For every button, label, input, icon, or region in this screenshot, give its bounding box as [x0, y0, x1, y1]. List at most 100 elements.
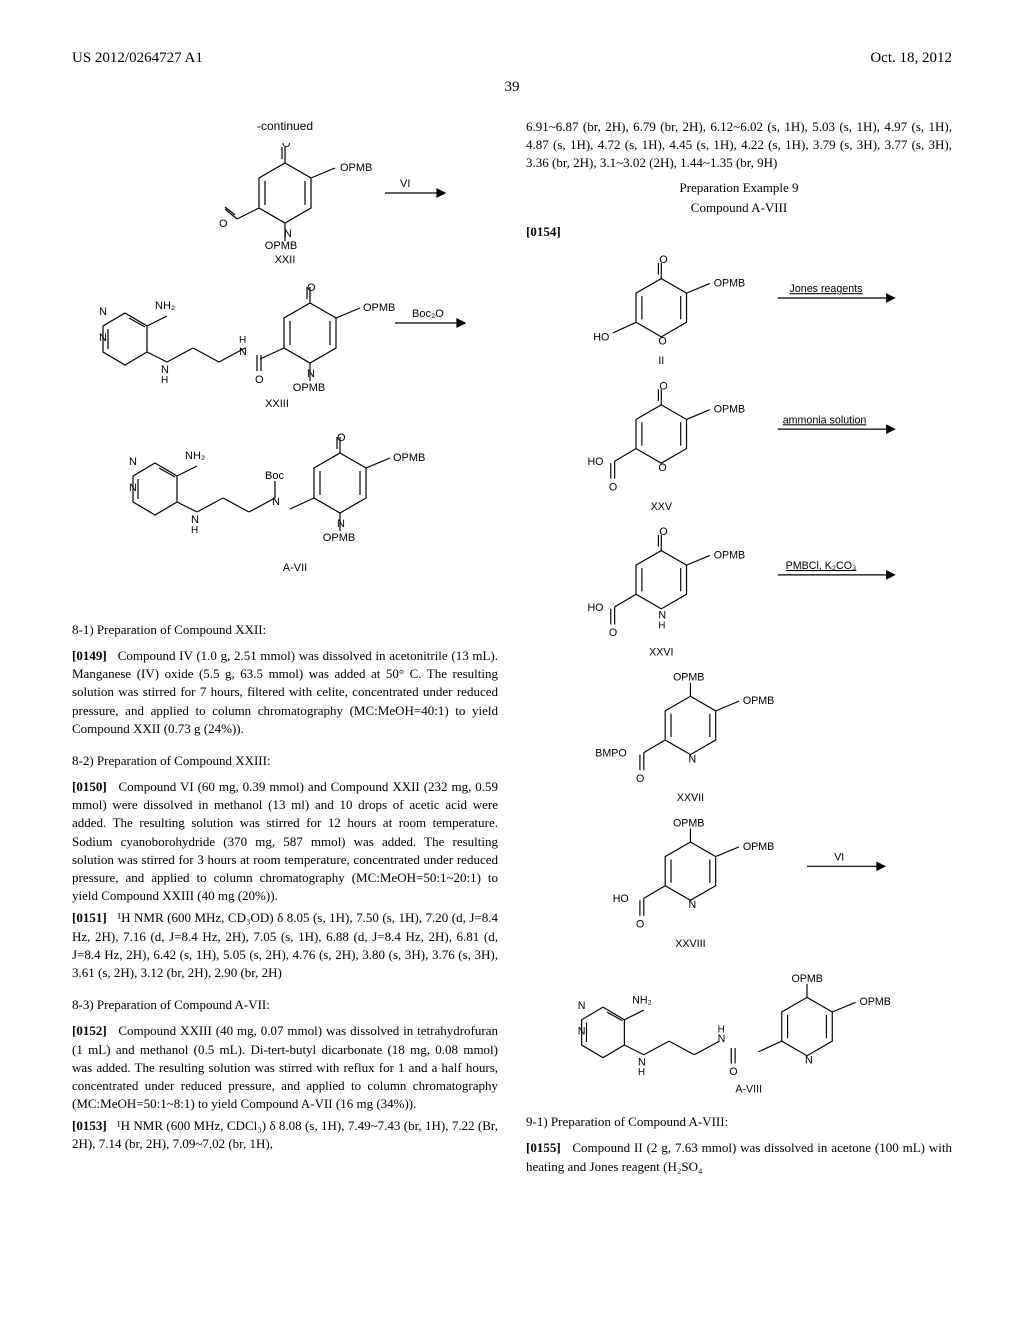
prep9-title: Preparation Example 9	[526, 179, 952, 197]
svg-text:VI: VI	[400, 178, 410, 190]
heading-8-3: 8-3) Preparation of Compound A-VII:	[72, 996, 498, 1014]
svg-text:OPMB: OPMB	[714, 404, 745, 416]
svg-text:XXVI: XXVI	[649, 647, 673, 659]
svg-text:O: O	[636, 773, 644, 785]
svg-text:N: N	[284, 228, 292, 240]
svg-text:XXV: XXV	[651, 501, 673, 513]
svg-text:N: N	[239, 346, 247, 358]
svg-text:N: N	[337, 518, 345, 530]
para-0155: [0155] Compound II (2 g, 7.63 mmol) was …	[526, 1139, 952, 1175]
svg-text:ammonia solution: ammonia solution	[783, 414, 867, 426]
scheme-aviii: O OPMB HO O Jones reagents II	[526, 245, 952, 1099]
svg-text:N: N	[578, 1025, 586, 1037]
para-num-0150: [0150]	[72, 779, 107, 794]
svg-text:A-VII: A-VII	[283, 562, 307, 574]
svg-text:NH₂: NH₂	[185, 450, 205, 462]
svg-text:O: O	[337, 432, 346, 444]
heading-8-1: 8-1) Preparation of Compound XXII:	[72, 621, 498, 639]
prep9-subtitle: Compound A-VIII	[526, 199, 952, 217]
svg-text:VI: VI	[834, 852, 844, 864]
svg-text:XXVII: XXVII	[677, 792, 704, 804]
svg-text:OPMB: OPMB	[743, 695, 774, 707]
svg-text:O: O	[609, 481, 617, 493]
para-num-0151: [0151]	[72, 910, 107, 925]
svg-text:O: O	[659, 254, 667, 266]
para-text-0152: Compound XXIII (40 mg, 0.07 mmol) was di…	[72, 1023, 498, 1111]
svg-text:OPMB: OPMB	[743, 841, 774, 853]
header-right: Oct. 18, 2012	[870, 48, 952, 69]
svg-text:OPMB: OPMB	[393, 452, 425, 464]
svg-text:H: H	[191, 525, 198, 536]
heading-9-1: 9-1) Preparation of Compound A-VIII:	[526, 1113, 952, 1131]
para-text-0155: Compound II (2 g, 7.63 mmol) was dissolv…	[526, 1140, 952, 1173]
svg-text:OPMB: OPMB	[340, 162, 372, 174]
svg-text:Boc₂O: Boc₂O	[412, 308, 444, 320]
continuation-para: 6.91~6.87 (br, 2H), 6.79 (br, 2H), 6.12~…	[526, 118, 952, 173]
svg-text:OPMB: OPMB	[791, 973, 822, 985]
right-column: 6.91~6.87 (br, 2H), 6.79 (br, 2H), 6.12~…	[526, 118, 952, 1180]
svg-text:OPMB: OPMB	[673, 818, 704, 830]
svg-text:Boc: Boc	[265, 470, 284, 482]
svg-text:N: N	[129, 482, 137, 494]
svg-text:H: H	[161, 375, 168, 386]
para-num-0153: [0153]	[72, 1118, 107, 1133]
svg-text:Jones reagents: Jones reagents	[790, 283, 863, 295]
heading-8-2: 8-2) Preparation of Compound XXIII:	[72, 752, 498, 770]
svg-text:N: N	[272, 496, 280, 508]
svg-text:O: O	[255, 374, 264, 386]
para-num-0154: [0154]	[526, 223, 952, 241]
svg-text:BMPO: BMPO	[595, 748, 626, 760]
svg-text:H: H	[658, 620, 665, 631]
scheme-xxii-avii: OPMB O OPMB O N VI XXII	[72, 139, 498, 607]
para-text-0150: Compound VI (60 mg, 0.39 mmol) and Compo…	[72, 779, 498, 903]
svg-text:OPMB: OPMB	[323, 532, 355, 544]
page-number: 39	[72, 77, 952, 98]
para-text-0151: ¹H NMR (600 MHz, CD₃OD) δ 8.05 (s, 1H), …	[72, 910, 498, 980]
svg-text:N: N	[688, 753, 696, 765]
svg-text:H: H	[239, 335, 246, 346]
svg-text:O: O	[659, 380, 667, 392]
svg-text:N: N	[307, 368, 315, 380]
svg-text:N: N	[99, 332, 107, 344]
svg-text:OPMB: OPMB	[673, 672, 704, 684]
svg-text:O: O	[219, 218, 228, 230]
svg-text:XXVIII: XXVIII	[675, 938, 705, 950]
svg-text:O: O	[729, 1066, 737, 1078]
para-0152: [0152] Compound XXIII (40 mg, 0.07 mmol)…	[72, 1022, 498, 1113]
svg-text:HO: HO	[593, 332, 609, 344]
svg-text:O: O	[658, 336, 666, 348]
svg-text:HO: HO	[613, 893, 629, 905]
svg-text:N: N	[805, 1055, 813, 1067]
para-num-0155: [0155]	[526, 1140, 561, 1155]
svg-text:HO: HO	[587, 602, 603, 614]
svg-text:N: N	[129, 456, 137, 468]
para-text-0153: ¹H NMR (600 MHz, CDCl₃) δ 8.08 (s, 1H), …	[72, 1118, 498, 1151]
svg-text:O: O	[658, 462, 666, 474]
svg-text:PMBCl, K₂CO₃: PMBCl, K₂CO₃	[786, 560, 857, 572]
svg-text:XXIII: XXIII	[265, 398, 289, 410]
svg-text:NH₂: NH₂	[632, 994, 652, 1006]
svg-text:XXII: XXII	[275, 254, 296, 266]
svg-text:NH₂: NH₂	[155, 300, 175, 312]
svg-text:OPMB: OPMB	[293, 382, 325, 394]
svg-text:O: O	[282, 143, 291, 150]
para-0149: [0149] Compound IV (1.0 g, 2.51 mmol) wa…	[72, 647, 498, 738]
svg-text:H: H	[638, 1067, 645, 1078]
svg-text:OPMB: OPMB	[714, 277, 745, 289]
para-0153: [0153] ¹H NMR (600 MHz, CDCl₃) δ 8.08 (s…	[72, 1117, 498, 1153]
svg-text:OPMB: OPMB	[363, 302, 395, 314]
svg-text:O: O	[659, 526, 667, 538]
svg-text:N: N	[578, 1000, 586, 1012]
svg-text:II: II	[658, 355, 664, 367]
left-column: -continued	[72, 118, 498, 1180]
svg-text:OPMB: OPMB	[859, 996, 890, 1008]
svg-text:O: O	[636, 919, 644, 931]
para-0150: [0150] Compound VI (60 mg, 0.39 mmol) an…	[72, 778, 498, 905]
para-num-0152: [0152]	[72, 1023, 107, 1038]
svg-text:OPMB: OPMB	[265, 240, 297, 252]
svg-text:O: O	[609, 627, 617, 639]
svg-text:H: H	[718, 1025, 725, 1036]
svg-text:N: N	[688, 899, 696, 911]
para-0151: [0151] ¹H NMR (600 MHz, CD₃OD) δ 8.05 (s…	[72, 909, 498, 982]
svg-text:N: N	[99, 306, 107, 318]
